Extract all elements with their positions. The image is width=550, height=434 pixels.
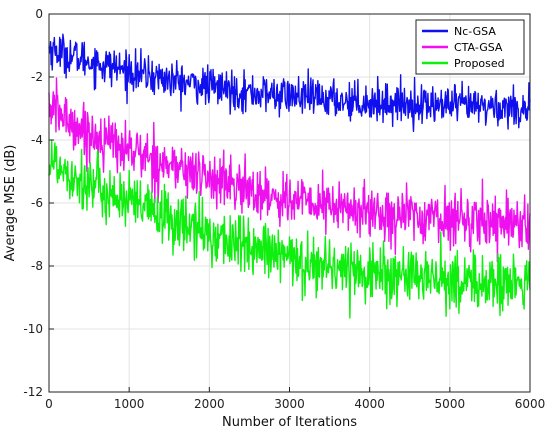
x-tick-label: 0: [45, 397, 53, 411]
y-axis-label: Average MSE (dB): [3, 145, 18, 262]
y-tick-label: -2: [31, 70, 43, 84]
y-tick-label: -4: [31, 133, 43, 147]
x-tick-label: 1000: [114, 397, 145, 411]
legend-label: Nc-GSA: [454, 25, 496, 38]
x-tick-label: 5000: [435, 397, 466, 411]
y-tick-label: -6: [31, 196, 43, 210]
y-tick-label: -8: [31, 259, 43, 273]
series-line-2: [48, 139, 531, 319]
legend: Nc-GSA CTA-GSA Proposed: [415, 19, 525, 75]
y-axis: 0 -2 -4 -6 -8 -10 -12: [23, 7, 54, 399]
x-tick-label: 2000: [194, 397, 225, 411]
legend-label: Proposed: [454, 57, 505, 70]
series-line-0: [48, 33, 531, 133]
x-tick-label: 3000: [274, 397, 305, 411]
legend-label: CTA-GSA: [454, 41, 503, 54]
series-layer: [48, 33, 531, 319]
x-axis-label: Number of Iterations: [222, 415, 357, 430]
y-tick-label: -10: [23, 322, 43, 336]
x-axis: 0 1000 2000 3000 4000 5000 6000: [45, 387, 545, 411]
x-tick-label: 4000: [354, 397, 385, 411]
y-tick-label: -12: [23, 385, 43, 399]
series-line-1: [48, 77, 531, 263]
x-tick-label: 6000: [515, 397, 546, 411]
y-tick-label: 0: [35, 7, 43, 21]
